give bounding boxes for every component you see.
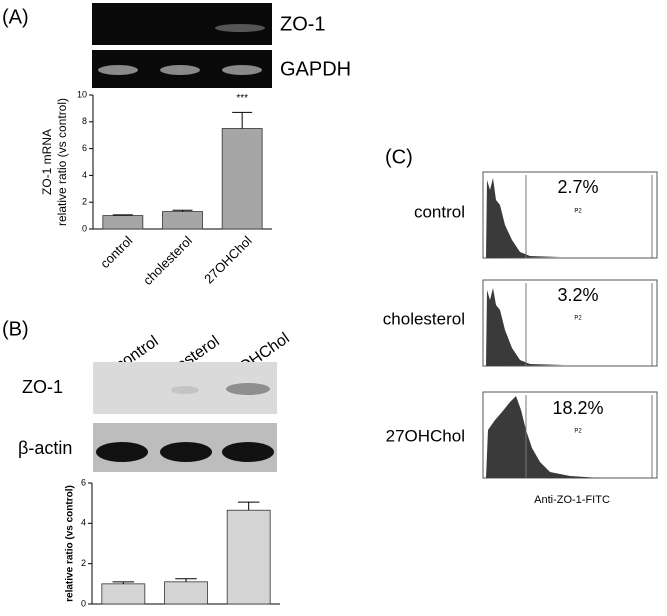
bar bbox=[221, 128, 263, 230]
blot-label: ZO-1 bbox=[280, 13, 326, 35]
flow-plot: 2.7% P2 control bbox=[414, 171, 658, 259]
y-tick-label: 2 bbox=[82, 197, 87, 207]
gate-label: P2 bbox=[574, 429, 582, 435]
x-tick-label: control bbox=[97, 233, 135, 271]
y-tick-label: 0 bbox=[81, 598, 86, 608]
blot-band bbox=[222, 442, 274, 462]
blot-label: β-actin bbox=[18, 438, 72, 458]
axis-title: relative ratio (vs control) bbox=[65, 485, 76, 602]
gate-label: P2 bbox=[574, 209, 582, 215]
blot-band bbox=[215, 24, 265, 32]
plot-frame bbox=[482, 279, 658, 367]
y-tick-label: 4 bbox=[81, 518, 86, 528]
blot-band bbox=[226, 383, 270, 395]
flow-plot: 3.2% P2 cholesterol bbox=[383, 279, 658, 367]
bar bbox=[101, 583, 146, 605]
blot-band bbox=[171, 386, 199, 394]
y-tick-label: 6 bbox=[81, 477, 86, 487]
histogram bbox=[486, 178, 560, 258]
y-tick-label: 8 bbox=[82, 116, 87, 126]
blot-band bbox=[96, 442, 148, 462]
blot-label: GAPDH bbox=[280, 58, 351, 80]
panel-label: (A) bbox=[2, 6, 29, 28]
row-label: cholesterol bbox=[383, 309, 465, 328]
blot-band bbox=[98, 65, 138, 75]
axis-title: ZO-1 mRNA bbox=[40, 129, 54, 195]
percent: 2.7% bbox=[557, 177, 598, 197]
histogram bbox=[486, 288, 565, 366]
plot-frame bbox=[482, 171, 658, 259]
annotation: *** bbox=[236, 93, 248, 104]
blot-band bbox=[160, 65, 200, 75]
axis-title: relative ratio (vs control) bbox=[55, 98, 69, 226]
percent: 18.2% bbox=[552, 398, 603, 418]
panel-label: (C) bbox=[385, 146, 413, 168]
axis-title: Anti-ZO-1-FITC bbox=[534, 494, 610, 506]
y-tick-label: 4 bbox=[82, 170, 87, 180]
blot-label: ZO-1 bbox=[22, 377, 63, 397]
row-label: control bbox=[414, 202, 465, 221]
histogram bbox=[486, 396, 600, 478]
bar bbox=[102, 215, 144, 230]
percent: 3.2% bbox=[557, 285, 598, 305]
blot-image bbox=[92, 3, 272, 45]
x-tick-label: 27OHChol bbox=[201, 233, 255, 287]
bar bbox=[226, 509, 271, 605]
bar bbox=[162, 211, 203, 230]
y-tick-label: 0 bbox=[82, 223, 87, 233]
flow-plot: 18.2% P2 27OHChol bbox=[386, 391, 658, 479]
y-tick-label: 10 bbox=[77, 89, 87, 99]
x-tick-label: cholesterol bbox=[140, 233, 195, 288]
y-tick-label: 2 bbox=[81, 558, 86, 568]
bar bbox=[164, 581, 208, 605]
gate-label: P2 bbox=[574, 316, 582, 322]
blot-band bbox=[222, 65, 262, 75]
blot-band bbox=[160, 442, 212, 462]
y-tick-label: 6 bbox=[82, 143, 87, 153]
panel-label: (B) bbox=[2, 318, 29, 340]
row-label: 27OHChol bbox=[386, 426, 465, 445]
